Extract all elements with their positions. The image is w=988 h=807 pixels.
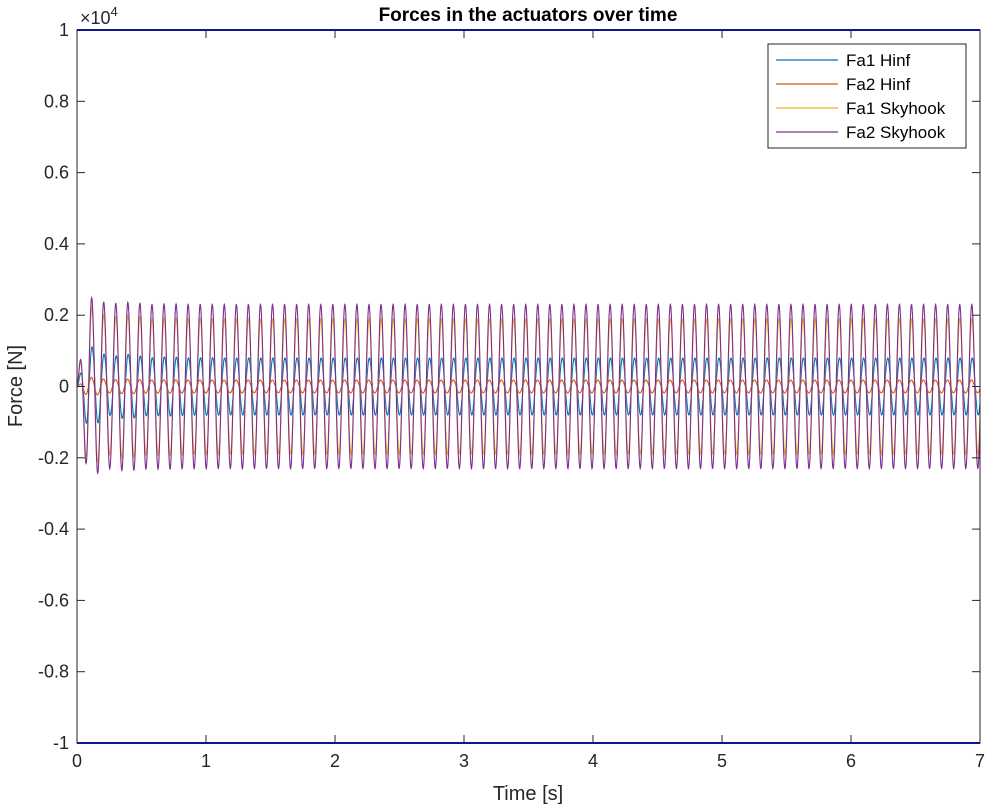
x-tick-label: 6 (846, 751, 856, 771)
y-axis-ticks: -1 -0.8 -0.6 -0.4 -0.2 0 0.2 0.4 0.6 0.8 1 (38, 20, 980, 753)
exponent-label: ×104 (80, 4, 118, 28)
y-tick-label: -0.6 (38, 590, 69, 610)
x-tick-label: 1 (201, 751, 211, 771)
y-tick-label: -0.8 (38, 662, 69, 682)
x-tick-label: 7 (975, 751, 985, 771)
x-tick-label: 0 (72, 751, 82, 771)
x-tick-label: 5 (717, 751, 727, 771)
y-tick-label: 0.6 (44, 163, 69, 183)
legend-box (767, 43, 967, 149)
legend-entry-label: Fa2 Hinf (846, 75, 911, 94)
y-tick-label: -0.2 (38, 448, 69, 468)
x-axis-ticks: 0 1 2 3 4 5 6 7 (72, 30, 985, 771)
x-tick-label: 3 (459, 751, 469, 771)
y-axis-label: Force [N] (5, 345, 27, 427)
legend-entry-label: Fa2 Skyhook (846, 123, 946, 142)
legend: Fa1 Hinf Fa2 Hinf Fa1 Skyhook Fa2 Skyhook (767, 43, 967, 149)
y-tick-label: 0.8 (44, 91, 69, 111)
plot-area (76, 29, 981, 744)
y-tick-label: 1 (59, 20, 69, 40)
y-tick-label: 0.4 (44, 234, 69, 254)
x-axis-label: Time [s] (493, 783, 563, 805)
exponent-base: ×10 (80, 8, 111, 28)
series-line-4 (76, 296, 981, 475)
x-tick-label: 4 (588, 751, 598, 771)
y-tick-label: -1 (53, 733, 69, 753)
svg-text:×104: ×104 (80, 4, 118, 28)
y-tick-label: 0 (59, 377, 69, 397)
y-tick-label: -0.4 (38, 519, 69, 539)
chart-title: Forces in the actuators over time (379, 5, 678, 26)
legend-entry-label: Fa1 Skyhook (846, 99, 946, 118)
exponent-power: 4 (111, 4, 118, 19)
legend-entry-label: Fa1 Hinf (846, 51, 911, 70)
x-tick-label: 2 (330, 751, 340, 771)
y-tick-label: 0.2 (44, 305, 69, 325)
